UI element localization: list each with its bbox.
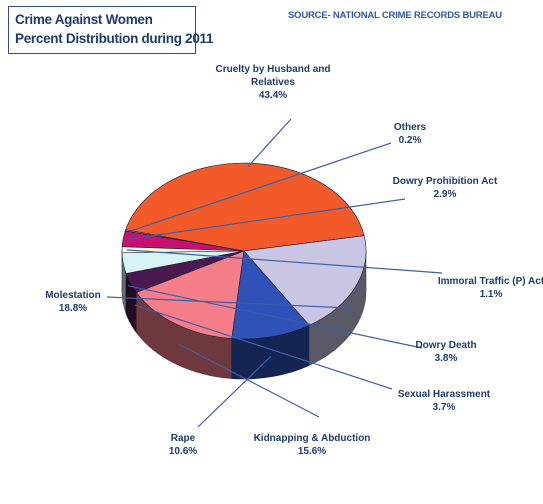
pie-slice-7 <box>231 250 310 340</box>
leader-line-5 <box>134 304 393 390</box>
leader-line-6 <box>178 343 320 418</box>
slice-label-5-0: Sexual Harassment <box>398 389 491 400</box>
slice-label-0-1: Relatives <box>251 77 295 88</box>
slice-value-6: 15.6% <box>298 446 326 457</box>
source-note: SOURCE- NATIONAL CRIME RECORDS BUREAU <box>288 10 502 21</box>
leader-line-3 <box>126 249 443 274</box>
leader-line-7 <box>197 355 272 428</box>
slice-value-1: 0.2% <box>399 135 422 146</box>
leader-lines <box>106 118 443 428</box>
leader-line-0 <box>247 118 292 167</box>
slice-value-5: 3.7% <box>433 402 456 413</box>
slice-value-2: 2.9% <box>434 189 457 200</box>
slice-label-8-0: Molestation <box>45 290 101 301</box>
slice-labels: Cruelty by Husband and Relatives 43.4% Othe… <box>45 64 543 457</box>
leader-line-8 <box>106 296 352 309</box>
slice-value-3: 1.1% <box>480 289 503 300</box>
slice-label-2-0: Dowry Prohibition Act <box>393 176 498 187</box>
slice-label-3-0: Immoral Traffic (P) Act <box>438 276 543 287</box>
slice-value-4: 3.8% <box>435 353 458 364</box>
slice-value-7: 10.6% <box>169 446 197 457</box>
slice-label-6-0: Kidnapping & Abduction <box>254 433 371 444</box>
chart-title-line-2: Percent Distribution during 2011 <box>15 31 214 46</box>
chart-title-line-1: Crime Against Women <box>15 12 153 27</box>
slice-label-4-0: Dowry Death <box>415 340 476 351</box>
leader-line-2 <box>127 198 406 240</box>
slice-value-8: 18.8% <box>59 303 87 314</box>
slice-value-0: 43.4% <box>259 90 287 101</box>
leader-line-4 <box>127 285 423 349</box>
slice-label-1-0: Others <box>394 122 427 133</box>
chart-title-box: Crime Against Women Percent Distribution… <box>8 6 214 54</box>
pie-sides <box>121 250 367 380</box>
leader-line-1 <box>129 142 392 232</box>
slice-label-0-0: Cruelty by Husband and <box>215 64 330 75</box>
pie-slice-0 <box>125 162 365 252</box>
slice-label-7-0: Rape <box>171 433 196 444</box>
pie-top <box>121 162 367 340</box>
pie-slice-8 <box>243 235 367 326</box>
pie-slice-6 <box>135 250 245 339</box>
